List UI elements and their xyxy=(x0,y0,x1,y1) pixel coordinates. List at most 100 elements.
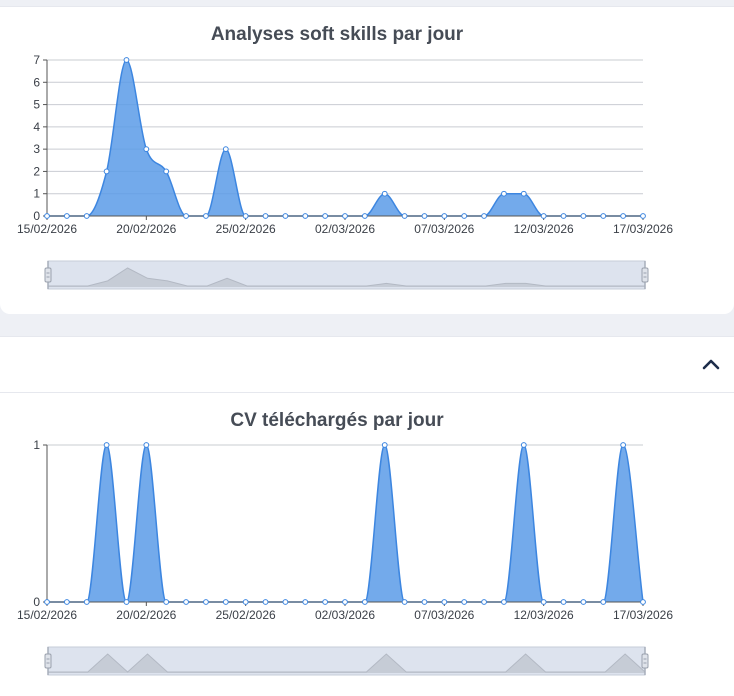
soft-data-point xyxy=(580,213,587,219)
cv-card xyxy=(0,336,734,696)
cv-data-point xyxy=(44,599,50,605)
soft-data-point xyxy=(540,213,547,219)
cv-data-point xyxy=(103,442,110,448)
drag-handle-icon[interactable] xyxy=(44,261,52,289)
soft-data-point xyxy=(501,190,507,197)
soft-data-point xyxy=(183,213,189,219)
soft-data-point xyxy=(83,213,90,219)
cv-x-tick-label: 15/02/2026 xyxy=(17,608,77,622)
cv-data-point xyxy=(322,599,329,605)
cv-data-point xyxy=(580,599,587,605)
cv-zoom-preview-fill xyxy=(48,654,645,673)
cv-data-point xyxy=(421,599,428,605)
soft-data-point xyxy=(620,213,627,219)
cv-data-point xyxy=(163,599,170,605)
soft-x-tick-label: 07/03/2026 xyxy=(414,222,474,236)
soft-y-tick-label: 5 xyxy=(33,98,40,112)
soft-y-tick-label: 0 xyxy=(33,209,40,223)
soft-zoom-handle xyxy=(44,267,52,283)
soft-x-tick-label: 25/02/2026 xyxy=(216,222,276,236)
soft-data-point xyxy=(63,213,70,219)
cv-x-tick-label: 25/02/2026 xyxy=(216,608,276,622)
soft-data-point xyxy=(381,190,388,197)
cv-x-tick-label: 02/03/2026 xyxy=(315,608,375,622)
soft-data-point xyxy=(640,213,646,219)
soft-y-tick-label: 6 xyxy=(33,75,40,89)
soft-data-point xyxy=(342,213,348,219)
soft-data-point xyxy=(44,213,50,219)
soft-data-point xyxy=(143,146,150,153)
cv-data-point xyxy=(540,599,547,605)
cv-data-point xyxy=(262,599,269,605)
cv-data-point xyxy=(282,599,289,605)
drag-handle-icon[interactable] xyxy=(641,261,649,289)
cv-data-point xyxy=(203,599,209,605)
chart-title-soft-skills: Analyses soft skills par jour xyxy=(210,24,464,45)
cv-data-point xyxy=(342,599,348,605)
cv-data-point xyxy=(183,599,189,605)
chevron-up-icon xyxy=(702,359,720,370)
cv-data-point xyxy=(620,442,627,448)
cv-data-point xyxy=(441,599,448,605)
cv-zoom-handle xyxy=(641,653,649,669)
cv-data-point xyxy=(302,599,309,605)
chart-title-cv: CV téléchargés par jour xyxy=(230,410,444,431)
soft-data-point xyxy=(242,213,249,219)
cv-data-point xyxy=(481,599,487,605)
cv-data-point xyxy=(560,599,567,605)
soft-data-point xyxy=(123,57,130,63)
cv-y-tick-label: 0 xyxy=(33,595,40,609)
cv-data-point xyxy=(123,599,130,605)
cv-data-point xyxy=(381,442,388,448)
cv-x-tick-label: 07/03/2026 xyxy=(414,608,474,622)
soft-x-tick-label: 20/02/2026 xyxy=(116,222,176,236)
soft-y-tick-label: 7 xyxy=(33,53,40,67)
soft-y-tick-label: 1 xyxy=(33,187,40,201)
soft-data-point xyxy=(262,213,269,219)
soft-x-tick-label: 17/03/2026 xyxy=(613,222,673,236)
soft-zoom-preview-fill xyxy=(48,268,645,287)
cv-data-point xyxy=(63,599,70,605)
soft-data-point xyxy=(600,213,607,219)
soft-zoom-preview-line xyxy=(48,267,645,287)
cv-y-tick-label: 1 xyxy=(33,438,40,452)
soft-data-point xyxy=(401,213,408,219)
cv-data-point xyxy=(520,442,527,448)
cv-data-point xyxy=(461,599,468,605)
soft-data-point xyxy=(481,213,487,219)
cv-zoom-preview-line xyxy=(48,653,646,673)
cv-x-tick-label: 12/03/2026 xyxy=(514,608,574,622)
soft-data-point xyxy=(302,213,309,219)
soft-data-point xyxy=(441,213,448,219)
soft-data-point xyxy=(361,213,368,219)
cv-data-point xyxy=(600,599,607,605)
soft-x-tick-label: 12/03/2026 xyxy=(514,222,574,236)
collapse-button[interactable] xyxy=(698,351,724,377)
cv-data-point xyxy=(83,599,90,605)
soft-area-fill xyxy=(47,60,643,216)
cv-data-point xyxy=(501,599,507,605)
cv-data-point xyxy=(242,599,249,605)
soft-data-point xyxy=(421,213,428,219)
cv-area-fill xyxy=(47,445,643,602)
cv-card-header xyxy=(0,337,734,393)
soft-data-point xyxy=(322,213,329,219)
soft-y-tick-label: 3 xyxy=(33,142,40,156)
cv-data-point xyxy=(143,442,150,448)
soft-x-tick-label: 15/02/2026 xyxy=(17,222,77,236)
cv-data-point xyxy=(640,599,646,605)
drag-handle-icon[interactable] xyxy=(641,647,649,675)
soft-data-point xyxy=(203,213,209,219)
drag-handle-icon[interactable] xyxy=(44,647,52,675)
soft-data-point xyxy=(222,146,229,153)
soft-data-point xyxy=(461,213,468,219)
soft-x-tick-label: 02/03/2026 xyxy=(315,222,375,236)
cv-data-point xyxy=(401,599,408,605)
soft-y-tick-label: 2 xyxy=(33,164,40,178)
cv-x-tick-label: 17/03/2026 xyxy=(613,608,673,622)
cv-data-point xyxy=(361,599,368,605)
soft-y-tick-label: 4 xyxy=(33,120,40,134)
soft-data-point xyxy=(103,168,110,175)
cv-x-tick-label: 20/02/2026 xyxy=(116,608,176,622)
